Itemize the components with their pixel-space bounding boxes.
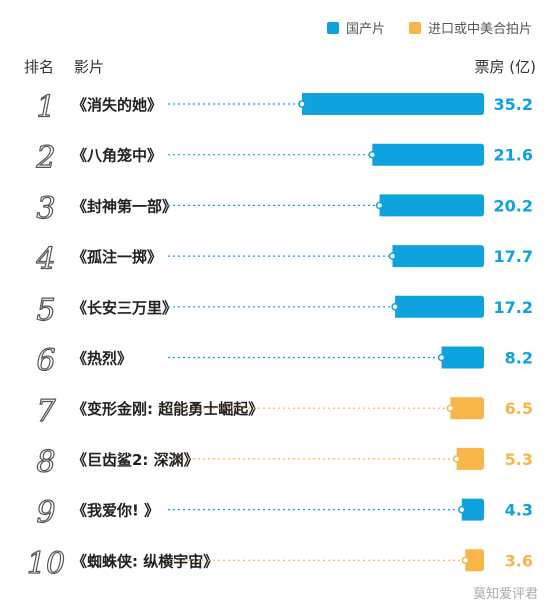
- rank-number: 9: [36, 496, 55, 531]
- value-label: 17.7: [494, 247, 533, 266]
- bar: [372, 143, 484, 166]
- bar: [456, 447, 484, 470]
- film-title: 《消失的她》: [72, 96, 162, 114]
- bar: [461, 498, 484, 521]
- film-title: 《变形金刚: 超能勇士崛起》: [72, 400, 263, 418]
- bar: [379, 194, 484, 217]
- header-film: 影片: [74, 58, 105, 76]
- header-box-office: 票房 (亿): [474, 58, 536, 76]
- film-title: 《孤注一掷》: [72, 248, 162, 266]
- value-label: 21.6: [494, 146, 533, 165]
- film-title: 《封神第一部》: [72, 197, 177, 215]
- rank-number: 7: [36, 394, 56, 429]
- bar-dot: [452, 455, 461, 463]
- bar: [465, 549, 484, 572]
- bar-dot: [375, 201, 384, 210]
- legend-item-domestic: 国产片: [326, 18, 385, 37]
- rank-number: 1: [36, 90, 55, 125]
- legend-swatch-imported: [408, 21, 421, 34]
- value-label: 20.2: [494, 196, 533, 215]
- bar-dot: [388, 252, 397, 260]
- film-title: 《八角笼中》: [72, 147, 162, 165]
- film-title: 《我爱你! 》: [72, 502, 159, 520]
- bar: [392, 245, 484, 268]
- bar: [302, 93, 484, 115]
- rank-number: 8: [36, 445, 55, 480]
- film-title: 《蜘蛛侠: 纵横宇宙》: [72, 552, 218, 570]
- value-label: 3.6: [505, 551, 533, 570]
- bar-dot: [446, 404, 455, 412]
- legend-label-domestic: 国产片: [345, 22, 385, 37]
- bar-dot: [461, 556, 470, 565]
- table-header: 排名 影片 票房 (亿): [24, 56, 536, 78]
- value-label: 8.2: [505, 349, 533, 368]
- rank-number: 6: [36, 344, 55, 379]
- bar-dot: [368, 150, 377, 159]
- watermark: 莫知爱评君: [472, 587, 538, 602]
- film-title: 《长安三万里》: [72, 299, 177, 317]
- bar-dot: [437, 353, 446, 362]
- value-label: 35.2: [494, 95, 533, 114]
- rank-number: 2: [35, 141, 55, 176]
- bar-dot: [391, 303, 399, 311]
- rank-number: 3: [36, 191, 55, 226]
- legend-swatch-domestic: [326, 21, 339, 34]
- rank-number: 5: [36, 293, 55, 328]
- bar-dot: [298, 100, 306, 108]
- header-rank: 排名: [24, 58, 55, 76]
- value-label: 6.5: [505, 399, 533, 418]
- bar-dot: [458, 505, 466, 514]
- bar: [450, 397, 484, 420]
- value-label: 5.3: [505, 450, 533, 469]
- legend-label-imported: 进口或中美合拍片: [427, 22, 532, 37]
- rank-number: 4: [35, 242, 55, 277]
- bar: [395, 295, 484, 318]
- film-title: 《热烈》: [72, 350, 132, 368]
- film-title: 《巨齿鲨2: 深渊》: [72, 451, 199, 469]
- value-label: 17.2: [494, 298, 533, 317]
- value-label: 4.3: [505, 501, 533, 520]
- legend: 国产片 进口或中美合拍片: [303, 18, 532, 37]
- legend-item-imported: 进口或中美合拍片: [408, 18, 532, 37]
- bar: [441, 346, 484, 369]
- rank-number: 10: [27, 546, 65, 581]
